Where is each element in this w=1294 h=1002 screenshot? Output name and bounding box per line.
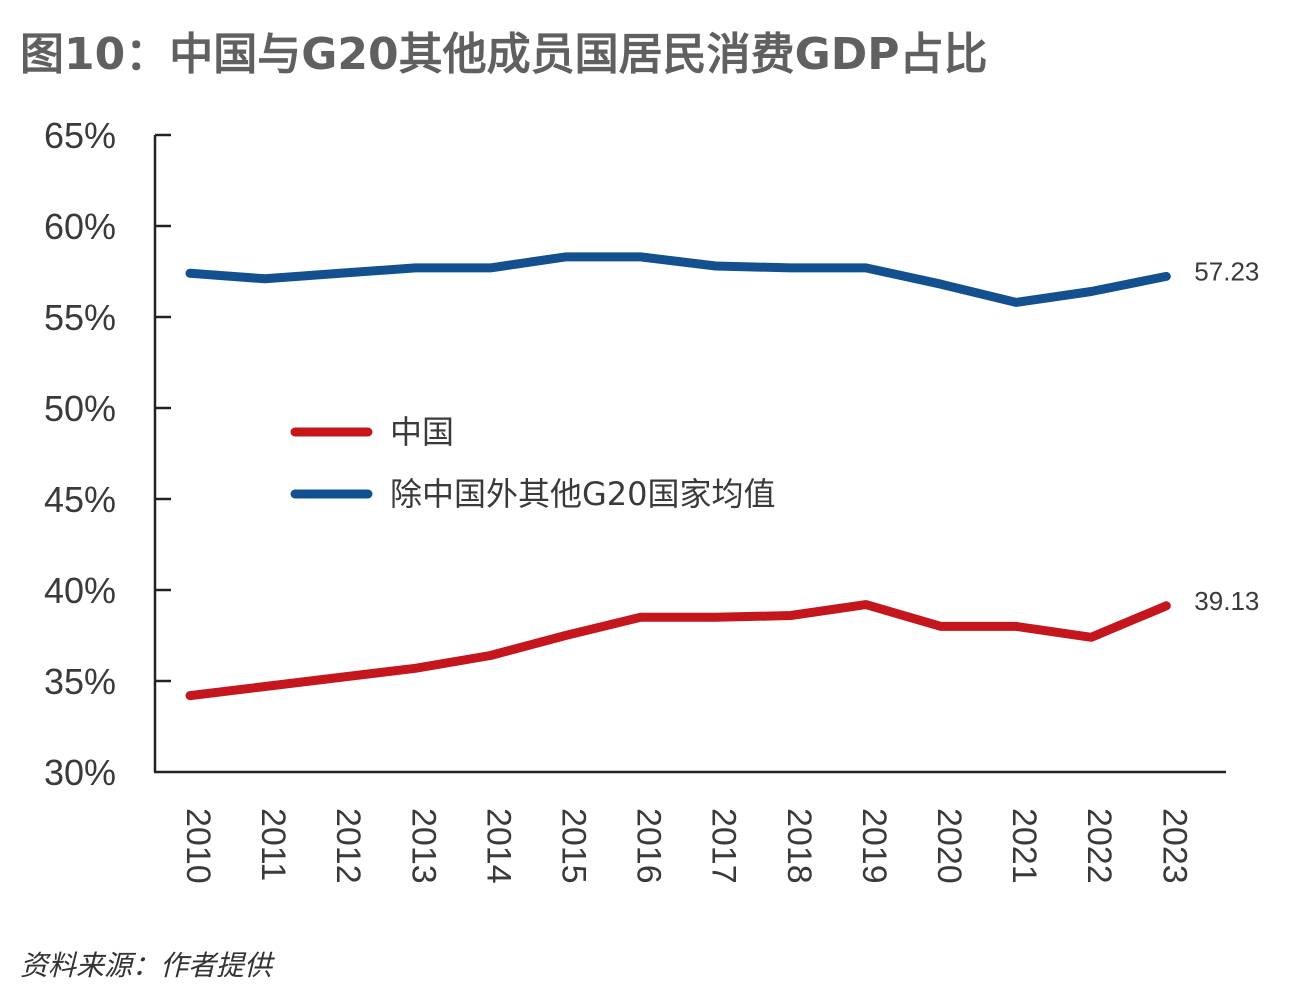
x-tick-label: 2016 bbox=[630, 808, 668, 884]
axes bbox=[153, 135, 1226, 774]
x-tick-label: 2012 bbox=[329, 808, 367, 884]
y-tick-label: 45% bbox=[44, 479, 116, 520]
legend-label: 除中国外其他G20国家均值 bbox=[390, 475, 776, 513]
x-tick-label: 2011 bbox=[254, 808, 292, 881]
y-tick-label: 65% bbox=[44, 115, 116, 156]
end-value-label: 57.23 bbox=[1194, 256, 1259, 286]
y-tick-label: 60% bbox=[44, 206, 116, 247]
y-tick-label: 50% bbox=[44, 388, 116, 429]
x-tick-label: 2014 bbox=[479, 808, 517, 884]
y-tick-label: 40% bbox=[44, 570, 116, 611]
x-axis-labels: 2010 2011 2012 2013 2014 2015 2016 2017 2018 2019… bbox=[179, 808, 1193, 884]
end-value-label: 39.13 bbox=[1194, 586, 1259, 616]
x-tick-label: 2019 bbox=[855, 808, 893, 884]
x-tick-label: 2023 bbox=[1155, 808, 1193, 884]
y-axis-ticks: 30% 35% 40% 45% 50% 55% 60% 65% bbox=[44, 115, 171, 793]
legend-item: 除中国外其他G20国家均值 bbox=[290, 475, 776, 513]
y-tick-label: 55% bbox=[44, 297, 116, 338]
end-labels: 39.13 57.23 bbox=[1194, 256, 1259, 615]
x-tick-label: 2018 bbox=[780, 808, 818, 884]
x-tick-label: 2015 bbox=[555, 808, 593, 884]
x-tick-label: 2022 bbox=[1080, 808, 1118, 884]
y-tick-label: 30% bbox=[44, 752, 116, 793]
legend-label: 中国 bbox=[390, 413, 454, 451]
y-tick-label: 35% bbox=[44, 661, 116, 702]
x-tick-label: 2020 bbox=[930, 808, 968, 884]
x-tick-label: 2017 bbox=[705, 808, 743, 884]
source-note: 资料来源：作者提供 bbox=[20, 949, 273, 982]
series-line-0 bbox=[185, 600, 1171, 701]
legend-item: 中国 bbox=[290, 413, 454, 451]
x-tick-label: 2010 bbox=[179, 808, 217, 884]
x-tick-label: 2013 bbox=[404, 808, 442, 884]
series-lines bbox=[185, 252, 1171, 701]
x-tick-label: 2021 bbox=[1005, 808, 1043, 884]
series-line-1 bbox=[185, 252, 1171, 307]
chart-title: 图10：中国与G20其他成员国居民消费GDP占比 bbox=[20, 29, 988, 80]
